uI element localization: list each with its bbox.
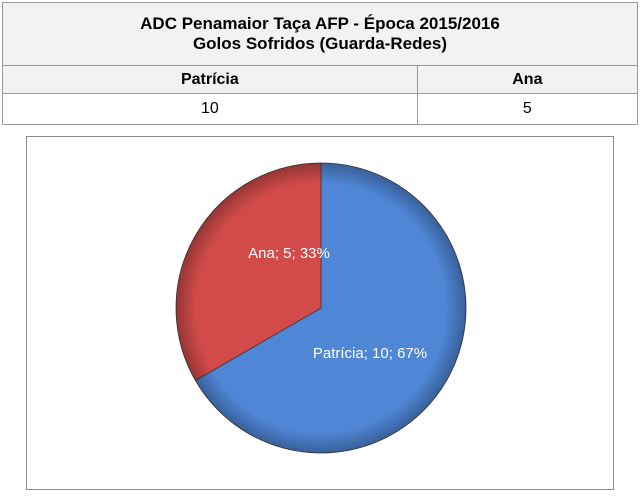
data-label-ana: Ana; 5; 33% bbox=[248, 245, 330, 262]
pie-labels: Patrícia; 10; 67% Ana; 5; 33% bbox=[248, 245, 427, 362]
pie-chart: Patrícia; 10; 67% Ana; 5; 33% bbox=[175, 162, 467, 454]
table-title-line1: ADC Penamaior Taça AFP - Época 2015/2016 bbox=[140, 14, 500, 33]
table-title-line2: Golos Sofridos (Guarda-Redes) bbox=[192, 34, 448, 53]
pie-slices bbox=[175, 162, 467, 454]
header-ana: Ana bbox=[416, 65, 639, 94]
value-ana: 5 bbox=[416, 93, 639, 125]
header-patricia: Patrícia bbox=[2, 65, 418, 94]
value-patricia: 10 bbox=[2, 93, 418, 125]
pie-chart-frame: Patrícia; 10; 67% Ana; 5; 33% bbox=[26, 136, 614, 490]
stats-table: ADC Penamaior Taça AFP - Época 2015/2016… bbox=[2, 2, 639, 125]
data-label-patricia: Patrícia; 10; 67% bbox=[313, 345, 427, 362]
table-title: ADC Penamaior Taça AFP - Época 2015/2016… bbox=[2, 2, 638, 66]
